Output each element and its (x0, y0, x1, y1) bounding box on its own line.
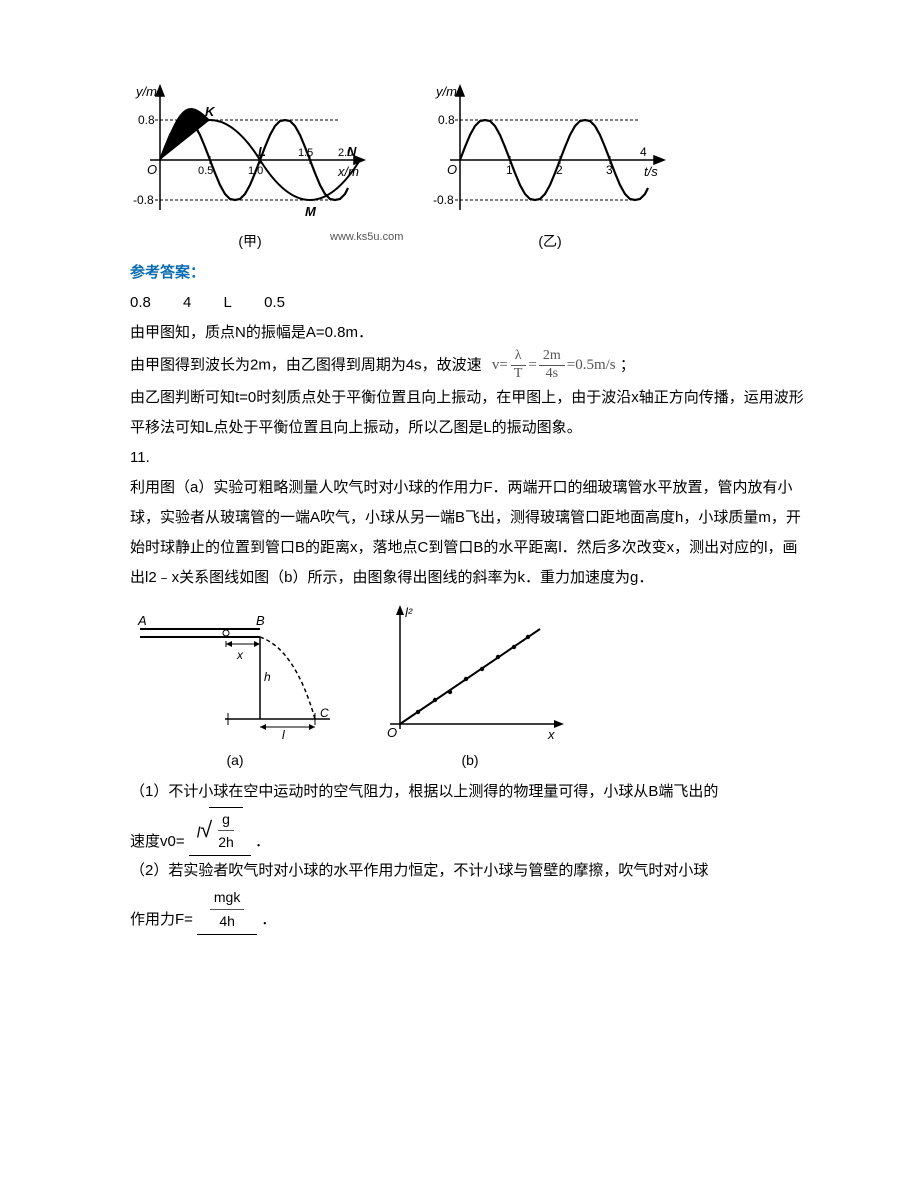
explanation-2-post: ； (620, 356, 635, 373)
svg-text:l: l (282, 728, 285, 742)
answer-2: 4 (183, 294, 191, 311)
question-11-number: 11. (130, 443, 810, 473)
website-watermark: www.ks5u.com (330, 232, 403, 243)
svg-text:0.5: 0.5 (198, 165, 213, 177)
q11-part2-pre: （2）若实验者吹气时对小球的水平作用力恒定，不计小球与管壁的摩擦，吹气时对小球 (130, 856, 810, 886)
svg-text:A: A (137, 613, 147, 628)
figure-a-wrap: x h l C A B (a) (130, 599, 340, 767)
q11-part1-post: ． (255, 832, 270, 849)
sqrt-icon: √ g 2h (200, 807, 243, 854)
svg-text:1.0: 1.0 (248, 165, 263, 177)
svg-text:M: M (305, 204, 317, 219)
svg-text:x/m: x/m (337, 164, 359, 179)
svg-text:y/m: y/m (435, 84, 457, 99)
svg-text:O: O (447, 162, 457, 177)
explanation-line-1: 由甲图知，质点N的振幅是A=0.8m． (130, 318, 810, 348)
svg-text:4: 4 (640, 145, 647, 159)
svg-text:y/m: y/m (135, 84, 157, 99)
reference-answer-heading: 参考答案： (130, 258, 810, 288)
answer-4: 0.5 (264, 294, 285, 311)
wave-speed-formula: v = λ T = 2m 4s = 0.5m/s (492, 348, 616, 383)
question-11-intro: 利用图（a）实验可粗略测量人吹气时对小球的作用力F．两端开口的细玻璃管水平放置，… (130, 473, 810, 593)
figure-yi-wrap: y/m t/s 0.8 -0.8 O 1 2 3 4 (乙) (430, 80, 670, 248)
q11-part2-answer-line: 作用力F= mgk 4h ． (130, 886, 810, 935)
answer-3: L (224, 294, 232, 311)
q11-part2-post: ． (261, 911, 276, 928)
figure-b-wrap: l² x O (b) (370, 599, 570, 767)
svg-text:B: B (256, 613, 265, 628)
explanation-2-pre: 由甲图得到波长为2m，由乙图得到周期为4s，故波速 (130, 356, 482, 373)
svg-text:h: h (264, 670, 271, 684)
svg-text:2: 2 (556, 163, 563, 177)
answer-values-row: 0.8 4 L 0.5 (130, 288, 810, 318)
svg-text:1.5: 1.5 (298, 147, 313, 159)
figure-b: l² x O (370, 599, 570, 749)
svg-text:-0.8: -0.8 (133, 193, 154, 207)
figure-jia-wrap: y/m x/m 0.8 -0.8 O 0.5 1.0 1.5 2.0 K L M… (130, 80, 370, 248)
q11-figures-row: x h l C A B (a) (130, 599, 810, 767)
svg-text:0.8: 0.8 (138, 113, 155, 127)
q11-answer-1: l √ g 2h (189, 807, 251, 857)
svg-text:L: L (258, 144, 266, 159)
chart-yi: y/m t/s 0.8 -0.8 O 1 2 3 4 (430, 80, 670, 230)
svg-text:N: N (347, 144, 357, 159)
explanation-line-2: 由甲图得到波长为2m，由乙图得到周期为4s，故波速 v = λ T = 2m 4… (130, 348, 810, 383)
svg-text:-0.8: -0.8 (433, 193, 454, 207)
q11-part2-label: 作用力F= (130, 911, 193, 928)
q11-part1-label: 速度v0= (130, 832, 185, 849)
svg-text:O: O (387, 725, 397, 740)
q11-part1-pre: （1）不计小球在空中运动时的空气阻力，根据以上测得的物理量可得，小球从B端飞出的 (130, 777, 810, 807)
q11-part1-answer-line: 速度v0= l √ g 2h ． (130, 807, 810, 857)
svg-text:C: C (320, 706, 329, 720)
figure-yi-label: (乙) (538, 234, 561, 248)
figure-a-label: (a) (226, 753, 243, 767)
svg-text:x: x (547, 727, 555, 742)
figure-a: x h l C A B (130, 599, 340, 749)
svg-text:t/s: t/s (644, 164, 658, 179)
svg-text:l²: l² (405, 605, 413, 620)
q11-answer-2: mgk 4h (197, 886, 257, 935)
svg-text:0.8: 0.8 (438, 113, 455, 127)
explanation-line-3: 由乙图判断可知t=0时刻质点处于平衡位置且向上振动，在甲图上，由于波沿x轴正方向… (130, 383, 810, 443)
svg-text:O: O (147, 162, 157, 177)
svg-text:3: 3 (606, 163, 613, 177)
svg-text:1: 1 (506, 163, 513, 177)
chart-jia: y/m x/m 0.8 -0.8 O 0.5 1.0 1.5 2.0 K L M… (130, 80, 370, 230)
figure-jia-label: (甲) (238, 234, 261, 248)
svg-text:x: x (236, 648, 244, 662)
figure-b-label: (b) (461, 753, 478, 767)
answer-1: 0.8 (130, 294, 151, 311)
svg-text:K: K (205, 104, 216, 119)
wave-figures-row: y/m x/m 0.8 -0.8 O 0.5 1.0 1.5 2.0 K L M… (130, 80, 810, 248)
